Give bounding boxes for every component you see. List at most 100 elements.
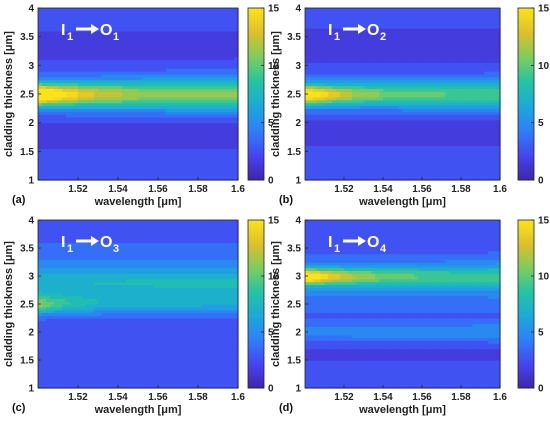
- heatmap-cell: [344, 16, 349, 21]
- heatmap-cell: [340, 94, 345, 98]
- heatmap-cell: [42, 108, 47, 112]
- colorbar-segment: [248, 12, 264, 15]
- heatmap-cell: [126, 33, 131, 38]
- heatmap-cell: [170, 39, 175, 43]
- heatmap-cell: [316, 85, 322, 89]
- heatmap-cell: [206, 131, 211, 135]
- heatmap-cell: [202, 59, 207, 64]
- heatmap-cell: [174, 39, 179, 43]
- heatmap-cell: [182, 22, 187, 26]
- heatmap-cell: [340, 139, 345, 144]
- heatmap-cell: [344, 19, 349, 23]
- heatmap-cell: [66, 91, 71, 95]
- x-tick-label: 1.56: [148, 184, 168, 195]
- heatmap-cell: [122, 139, 127, 144]
- heatmap-cell: [42, 51, 47, 55]
- heatmap-cell: [118, 76, 123, 81]
- heatmap-cell: [118, 33, 123, 38]
- heatmap-cell: [58, 45, 63, 49]
- heatmap-cell: [142, 68, 147, 72]
- heatmap-cell: [106, 39, 111, 43]
- heatmap-cell: [122, 131, 127, 135]
- heatmap-cell: [134, 22, 139, 26]
- heatmap-cell: [106, 73, 111, 78]
- heatmap-cell: [62, 159, 67, 164]
- heatmap-cell: [324, 139, 329, 144]
- heatmap-cell: [316, 88, 322, 92]
- heatmap-cell: [186, 16, 191, 21]
- heatmap-cell: [66, 137, 71, 141]
- heatmap-cell: [230, 162, 235, 167]
- heatmap-cell: [106, 157, 111, 161]
- heatmap-cell: [74, 16, 79, 21]
- heatmap-cell: [150, 33, 155, 38]
- heatmap-cell: [320, 82, 326, 86]
- heatmap-cell: [38, 62, 43, 66]
- heatmap-cell: [316, 142, 322, 147]
- heatmap-cell: [178, 171, 183, 175]
- heatmap-cell: [347, 42, 353, 46]
- heatmap-cell: [110, 88, 115, 92]
- heatmap-cell: [355, 165, 361, 170]
- heatmap-cell: [70, 139, 75, 144]
- heatmap-cell: [198, 174, 203, 178]
- heatmap-cell: [218, 139, 223, 144]
- heatmap-cell: [182, 13, 187, 18]
- heatmap-cell: [324, 42, 329, 46]
- heatmap-cell: [138, 88, 143, 92]
- heatmap-cell: [142, 16, 147, 21]
- heatmap-cell: [162, 16, 167, 21]
- heatmap-cell: [106, 19, 111, 23]
- heatmap-cell: [320, 59, 326, 64]
- heatmap-cell: [122, 10, 127, 15]
- heatmap-cell: [190, 131, 195, 135]
- heatmap-cell: [226, 122, 231, 127]
- heatmap-cell: [134, 73, 139, 78]
- heatmap-cell: [190, 48, 195, 52]
- heatmap-cell: [324, 165, 329, 170]
- heatmap-cell: [138, 174, 143, 178]
- heatmap-cell: [142, 94, 147, 98]
- heatmap-cell: [90, 51, 95, 55]
- heatmap-cell: [134, 116, 139, 121]
- heatmap-cell: [198, 19, 203, 23]
- heatmap-cell: [46, 79, 51, 84]
- heatmap-cell: [214, 157, 219, 161]
- heatmap-cell: [226, 39, 231, 43]
- heatmap-cell: [355, 174, 361, 178]
- heatmap-cell: [94, 25, 99, 29]
- heatmap-cell: [347, 16, 353, 21]
- heatmap-cell: [38, 139, 43, 144]
- heatmap-cell: [214, 28, 219, 32]
- colorbar-segment: [248, 40, 264, 43]
- heatmap-cell: [347, 65, 353, 69]
- heatmap-cell: [186, 22, 191, 26]
- heatmap-cell: [98, 48, 103, 52]
- heatmap-cell: [336, 119, 341, 124]
- heatmap-cell: [194, 159, 199, 164]
- heatmap-cell: [340, 65, 345, 69]
- heatmap-cell: [308, 116, 314, 121]
- heatmap-cell: [347, 22, 353, 26]
- heatmap-cell: [166, 99, 171, 104]
- heatmap-cell: [170, 53, 175, 58]
- heatmap-cell: [134, 85, 139, 89]
- heatmap-cell: [312, 99, 318, 104]
- heatmap-cell: [344, 174, 349, 178]
- heatmap-cell: [234, 122, 239, 127]
- heatmap-cell: [347, 45, 353, 49]
- heatmap-cell: [98, 119, 103, 124]
- heatmap-cell: [351, 145, 357, 150]
- heatmap-cell: [86, 36, 91, 41]
- heatmap-cell: [202, 82, 207, 86]
- heatmap-cell: [226, 114, 231, 118]
- heatmap-cell: [305, 79, 310, 84]
- heatmap-cell: [312, 62, 318, 66]
- colorbar-segment: [248, 29, 264, 33]
- heatmap-cell: [332, 45, 337, 49]
- heatmap-cell: [355, 125, 361, 129]
- heatmap-cell: [106, 25, 111, 29]
- heatmap-cell: [74, 154, 79, 158]
- heatmap-cell: [190, 10, 195, 15]
- heatmap-cell: [66, 122, 71, 127]
